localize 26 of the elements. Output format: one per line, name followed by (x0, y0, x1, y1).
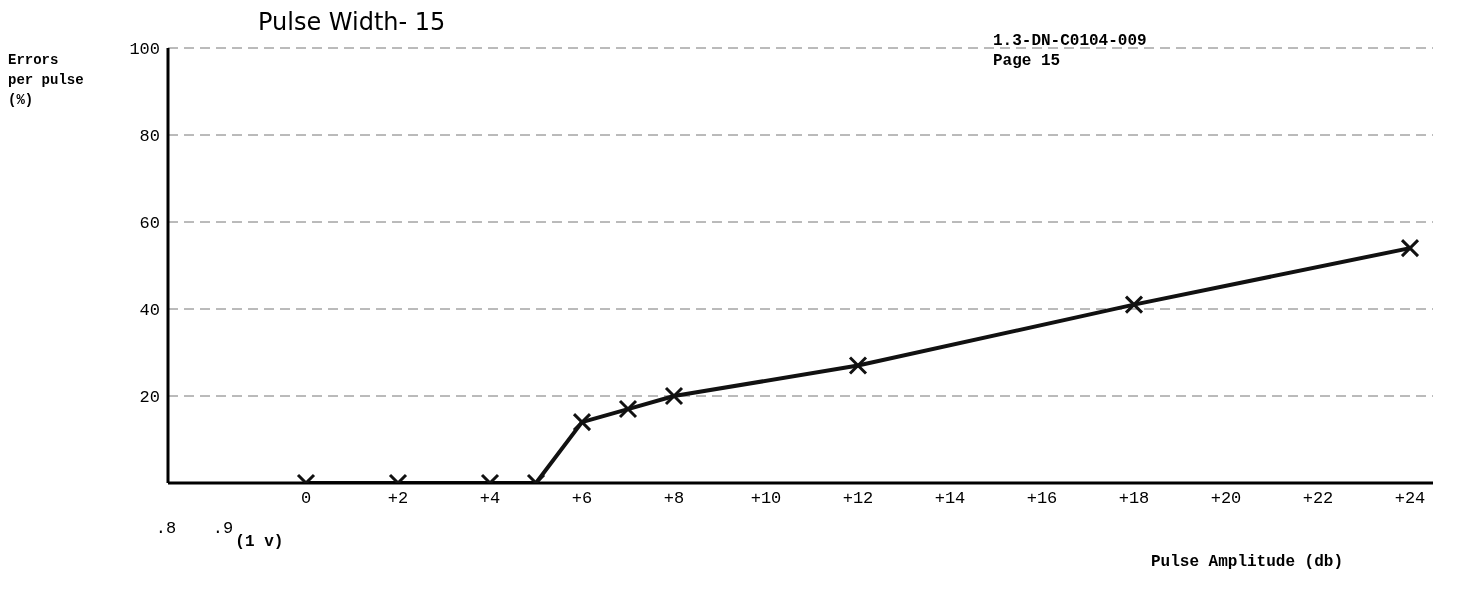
text: (1 v) (235, 533, 284, 551)
x-tick-label: +4 (479, 489, 501, 509)
y-tick-label: 60 (139, 214, 160, 234)
text: .9 (212, 519, 234, 538)
x-tick-label: 0 (300, 489, 312, 509)
x-tick-label: +6 (571, 489, 593, 509)
x-tick-label: +22 (1302, 489, 1334, 509)
x-tick-label: +2 (387, 489, 409, 509)
text: .8 (154, 519, 178, 538)
y-tick-label: 40 (139, 301, 160, 321)
y-tick-label: 80 (139, 127, 160, 147)
x-tick-label: +14 (934, 489, 966, 509)
annotation: 1.3-DN-C0104-009 (993, 32, 1147, 50)
x-tick-label: +16 (1026, 489, 1058, 509)
x-tick-label: +10 (750, 489, 782, 509)
annotation: Page 15 (993, 52, 1061, 70)
x-tick-label: +24 (1394, 489, 1426, 509)
y-axis-title: Errors per pulse (%) (8, 51, 85, 110)
x-tick-label: +12 (842, 489, 874, 509)
x-tick-label: +18 (1118, 489, 1150, 509)
x-axis-title: Pulse Amplitude (db) (1150, 553, 1343, 571)
x-tick-label: +20 (1210, 489, 1242, 509)
y-tick-label: 100 (129, 40, 160, 60)
chart-title: Pulse Width- 15 (258, 8, 446, 36)
x-tick-label: +8 (663, 489, 685, 509)
y-tick-label: 20 (139, 388, 160, 408)
